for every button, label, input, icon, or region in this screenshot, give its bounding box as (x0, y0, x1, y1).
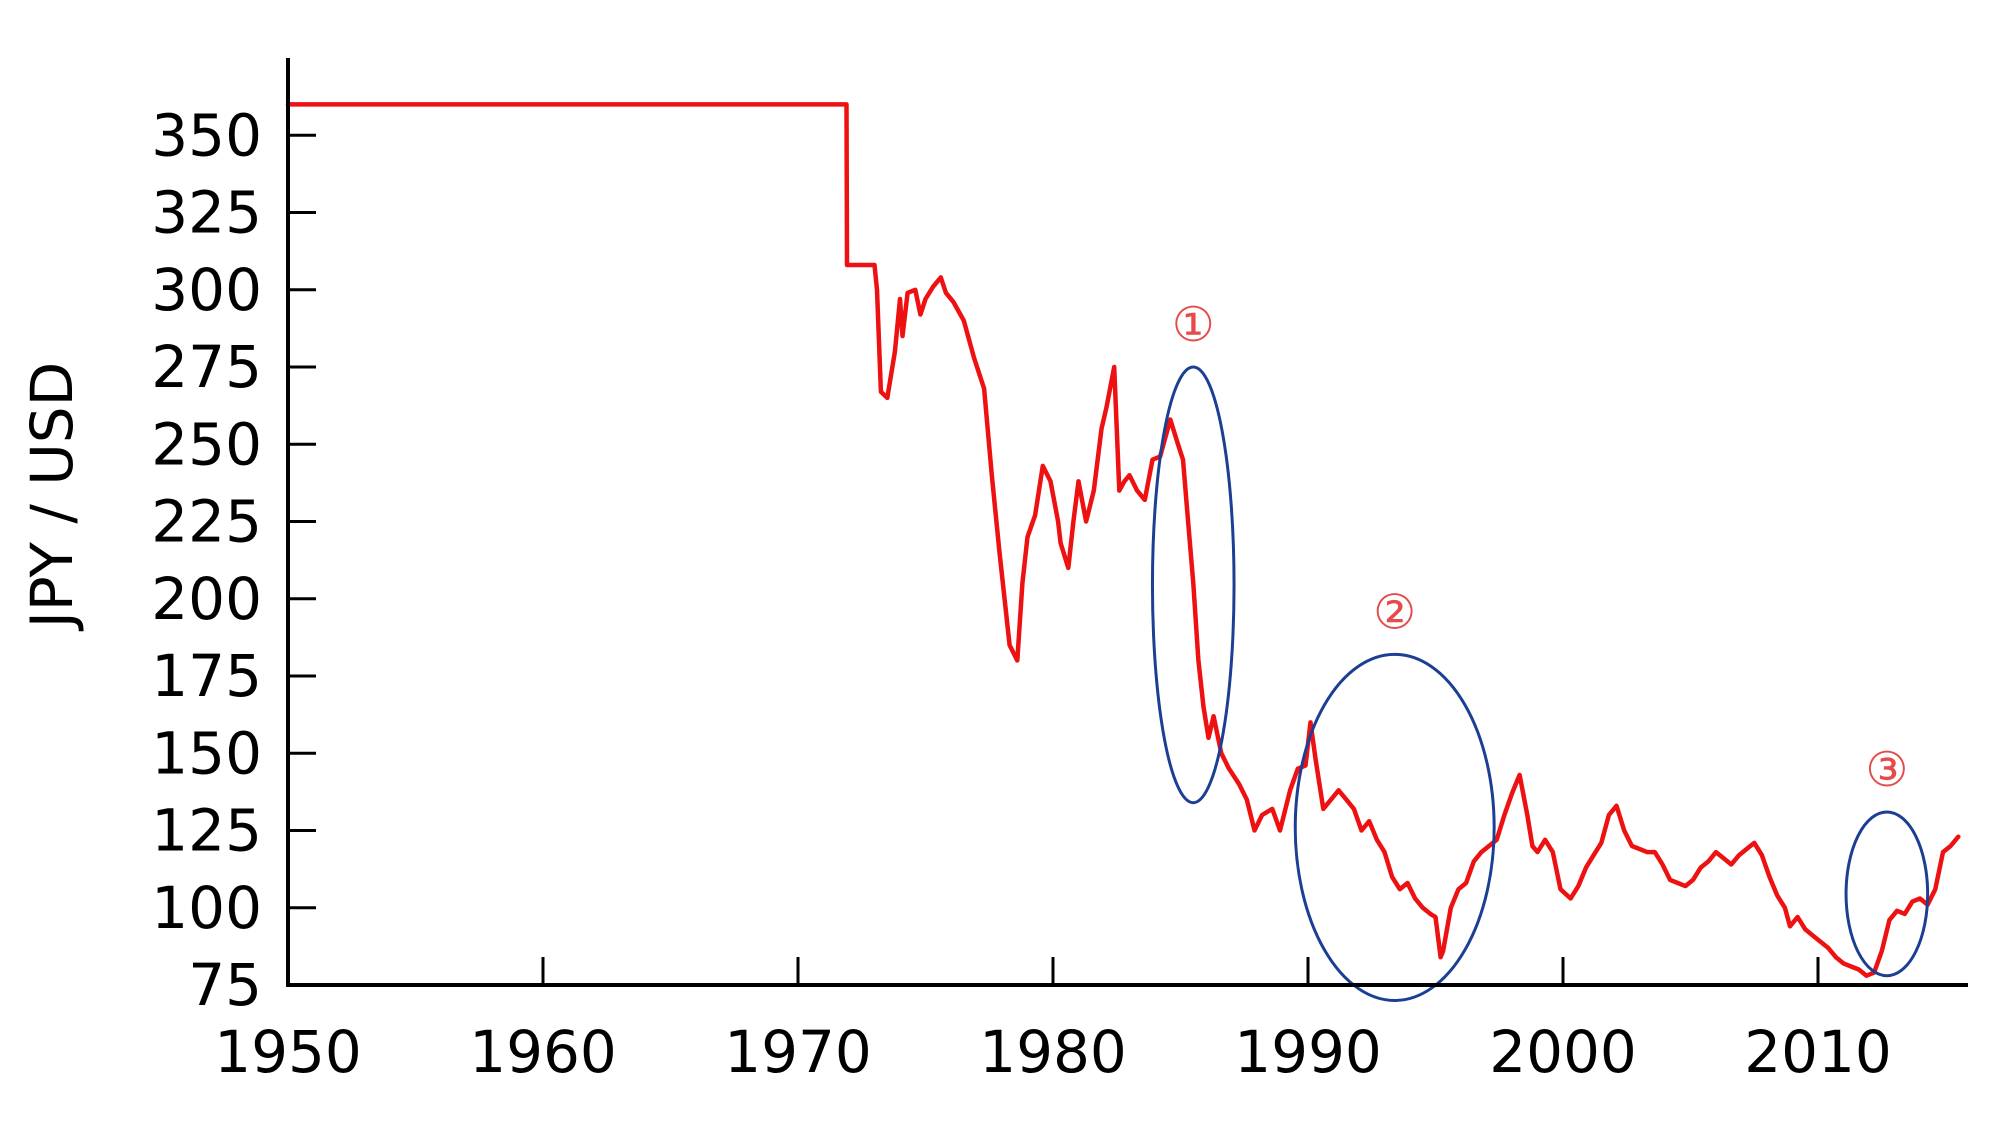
y-tick-label: 250 (151, 410, 262, 478)
x-tick-label: 2010 (1744, 1018, 1892, 1086)
annotation-ellipse (1293, 652, 1496, 1002)
annotation-label: ① (1172, 297, 1215, 353)
annotation-label: ③ (1865, 742, 1908, 798)
x-tick-label: 1960 (469, 1018, 617, 1086)
annotation-layer: ① ② ③ (1150, 297, 1930, 1002)
y-tick-label: 275 (151, 333, 262, 401)
annotation-ellipse (1150, 365, 1236, 805)
y-axis-ticks: 75 100 125 150 175 200 225 250 275 300 325 350 (151, 101, 316, 1019)
y-tick-label: 125 (151, 797, 262, 865)
x-tick-label: 1980 (979, 1018, 1127, 1086)
x-axis-ticks: 1950 1960 1970 1980 1990 2000 2010 (214, 957, 1892, 1086)
y-tick-label: 75 (188, 951, 262, 1019)
y-tick-label: 225 (151, 488, 262, 556)
series-line (285, 102, 1961, 978)
x-tick-label: 1950 (214, 1018, 362, 1086)
y-axis-title: JPY / USD (18, 362, 86, 632)
y-tick-label: 325 (151, 179, 262, 247)
y-tick-label: 300 (151, 256, 262, 324)
y-tick-label: 200 (151, 565, 262, 633)
series-layer (285, 102, 1961, 978)
y-tick-label: 350 (151, 101, 262, 169)
x-tick-label: 1970 (724, 1018, 872, 1086)
y-tick-label: 175 (151, 642, 262, 710)
annotation-label: ② (1373, 584, 1416, 640)
x-tick-label: 2000 (1489, 1018, 1637, 1086)
x-tick-label: 1990 (1234, 1018, 1382, 1086)
y-tick-label: 100 (151, 874, 262, 942)
annotation-ellipse (1844, 810, 1930, 978)
y-tick-label: 150 (151, 719, 262, 787)
